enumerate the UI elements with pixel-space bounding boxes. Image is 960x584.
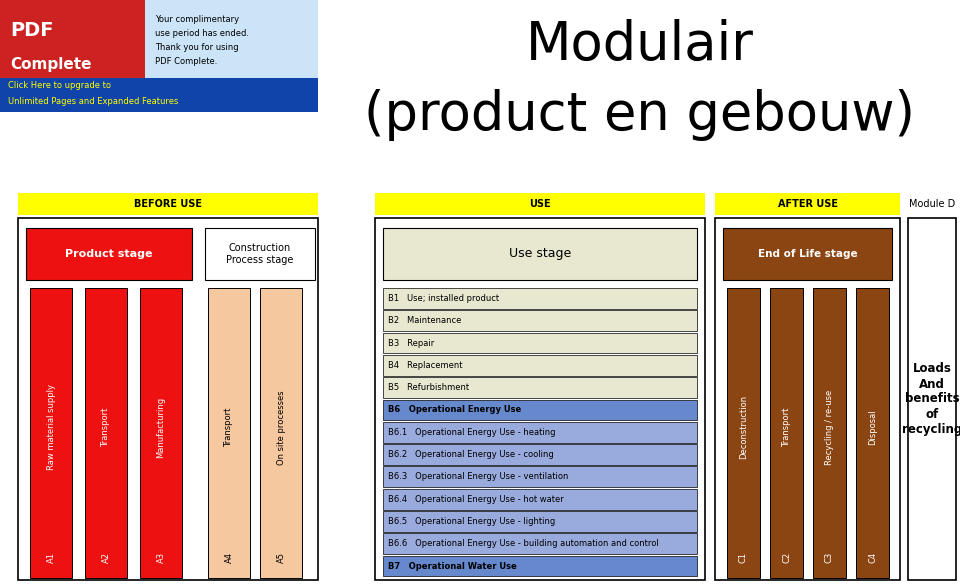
- Text: B6.3   Operational Energy Use - ventilation: B6.3 Operational Energy Use - ventilatio…: [388, 472, 568, 481]
- Bar: [383, 422, 697, 443]
- Text: A1: A1: [46, 552, 56, 563]
- Bar: [0, 0, 318, 112]
- Bar: [908, 218, 956, 580]
- Text: A4: A4: [225, 552, 233, 563]
- Bar: [723, 228, 892, 280]
- Text: Modulair: Modulair: [526, 19, 754, 71]
- Bar: [383, 467, 697, 487]
- Text: AFTER USE: AFTER USE: [778, 199, 837, 209]
- Text: Your complimentary: Your complimentary: [155, 16, 239, 25]
- Text: Transport: Transport: [102, 408, 110, 447]
- Text: C2: C2: [782, 552, 791, 563]
- Text: Transport: Transport: [782, 408, 791, 447]
- Bar: [85, 288, 127, 578]
- Text: A2: A2: [102, 552, 110, 563]
- Bar: [770, 288, 803, 578]
- Bar: [383, 511, 697, 532]
- Text: PDF Complete.: PDF Complete.: [155, 57, 217, 67]
- Bar: [383, 377, 697, 398]
- Text: Transport: Transport: [225, 408, 233, 447]
- Text: B6.4   Operational Energy Use - hot water: B6.4 Operational Energy Use - hot water: [388, 495, 564, 503]
- Text: A5: A5: [276, 552, 285, 563]
- Bar: [30, 288, 72, 578]
- Text: B5   Refurbishment: B5 Refurbishment: [388, 383, 469, 392]
- Bar: [715, 218, 900, 580]
- Text: B6.2   Operational Energy Use - cooling: B6.2 Operational Energy Use - cooling: [388, 450, 554, 459]
- Text: B1   Use; installed product: B1 Use; installed product: [388, 294, 499, 303]
- Text: Use stage: Use stage: [509, 248, 571, 260]
- Bar: [383, 288, 697, 309]
- Text: BEFORE USE: BEFORE USE: [134, 199, 202, 209]
- Bar: [383, 310, 697, 331]
- Bar: [727, 288, 760, 578]
- Text: PDF: PDF: [10, 20, 54, 40]
- Bar: [715, 193, 900, 215]
- Bar: [205, 228, 315, 280]
- Text: B6.5   Operational Energy Use - lighting: B6.5 Operational Energy Use - lighting: [388, 517, 555, 526]
- Text: Product stage: Product stage: [65, 249, 153, 259]
- Text: Disposal: Disposal: [868, 409, 877, 445]
- Bar: [383, 556, 697, 576]
- Text: Recycling / re-use: Recycling / re-use: [825, 390, 834, 465]
- Text: B6.6   Operational Energy Use - building automation and control: B6.6 Operational Energy Use - building a…: [388, 539, 659, 548]
- Bar: [813, 288, 846, 578]
- Bar: [18, 193, 318, 215]
- Text: B7   Operational Water Use: B7 Operational Water Use: [388, 562, 516, 571]
- Text: End of Life stage: End of Life stage: [757, 249, 857, 259]
- Bar: [383, 399, 697, 420]
- Bar: [383, 444, 697, 465]
- Bar: [0, 78, 318, 112]
- Text: USE: USE: [529, 199, 551, 209]
- Bar: [375, 218, 705, 580]
- Text: Unlimited Pages and Expanded Features: Unlimited Pages and Expanded Features: [8, 96, 179, 106]
- Bar: [856, 288, 889, 578]
- Text: (product en gebouw): (product en gebouw): [365, 89, 916, 141]
- Text: C1: C1: [739, 552, 748, 563]
- Text: Thank you for using: Thank you for using: [155, 43, 239, 53]
- Text: use period has ended.: use period has ended.: [155, 30, 249, 39]
- Bar: [383, 355, 697, 376]
- Bar: [140, 288, 182, 578]
- Bar: [383, 489, 697, 510]
- Text: Click Here to upgrade to: Click Here to upgrade to: [8, 82, 111, 91]
- Bar: [383, 333, 697, 353]
- Bar: [260, 288, 302, 578]
- Text: On site processes: On site processes: [276, 390, 285, 464]
- Text: B3   Repair: B3 Repair: [388, 339, 434, 347]
- Text: Manufacturing: Manufacturing: [156, 397, 165, 458]
- Text: Complete: Complete: [10, 57, 91, 72]
- Bar: [375, 193, 705, 215]
- Text: B2   Maintenance: B2 Maintenance: [388, 316, 462, 325]
- Bar: [18, 218, 318, 580]
- Bar: [383, 228, 697, 280]
- Bar: [26, 228, 192, 280]
- Text: B6.1   Operational Energy Use - heating: B6.1 Operational Energy Use - heating: [388, 427, 556, 437]
- Text: Module D: Module D: [909, 199, 955, 209]
- Text: Loads
And
benefits
of
recycling: Loads And benefits of recycling: [901, 363, 960, 436]
- Bar: [208, 288, 250, 578]
- Bar: [0, 0, 145, 112]
- Text: A3: A3: [156, 552, 165, 563]
- Text: Raw material supply: Raw material supply: [46, 384, 56, 470]
- Text: Deconstruction: Deconstruction: [739, 395, 748, 459]
- Text: B4   Replacement: B4 Replacement: [388, 361, 463, 370]
- Bar: [383, 533, 697, 554]
- Text: C3: C3: [825, 552, 834, 564]
- Text: Construction
Process stage: Construction Process stage: [227, 243, 294, 265]
- Text: B6   Operational Energy Use: B6 Operational Energy Use: [388, 405, 521, 415]
- Text: C4: C4: [868, 552, 877, 563]
